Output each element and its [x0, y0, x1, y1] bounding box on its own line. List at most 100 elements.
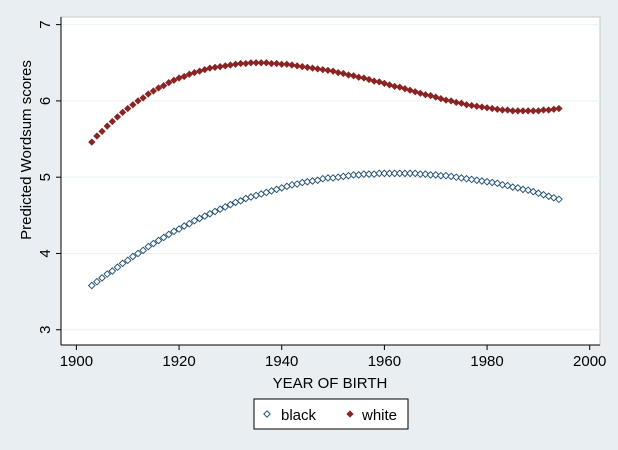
data-point-black	[195, 214, 204, 223]
data-point-black	[365, 170, 373, 178]
data-point-black	[472, 176, 481, 185]
data-point-black	[549, 193, 558, 202]
data-point-black	[390, 169, 399, 178]
y-tick-label: 4	[37, 249, 54, 257]
data-point-white	[401, 85, 409, 93]
data-point-white	[257, 59, 265, 67]
data-point-white	[303, 63, 312, 71]
data-point-white	[293, 62, 301, 70]
data-point-black	[159, 233, 168, 242]
data-point-black	[129, 252, 137, 261]
data-point-white	[514, 107, 522, 115]
data-point-black	[170, 227, 178, 236]
data-point-black	[385, 169, 394, 178]
data-point-black	[529, 187, 538, 196]
data-point-black	[190, 216, 199, 225]
data-point-black	[447, 172, 455, 181]
data-point-black	[180, 222, 189, 230]
data-point-black	[113, 263, 122, 272]
data-point-white	[267, 59, 276, 68]
x-axis-title: YEAR OF BIRTH	[273, 375, 388, 392]
data-point-black	[478, 177, 486, 185]
series-white	[88, 59, 563, 146]
data-point-white	[334, 69, 342, 77]
data-point-white	[88, 138, 96, 146]
data-point-white	[103, 122, 111, 130]
data-point-white	[498, 106, 507, 114]
data-point-black	[175, 225, 183, 233]
data-point-black	[508, 183, 517, 191]
data-point-white	[113, 113, 122, 121]
data-point-white	[93, 132, 101, 140]
x-tick-label: 1920	[162, 353, 195, 370]
data-point-white	[370, 77, 378, 85]
legend-label-white: white	[361, 407, 397, 424]
data-point-black	[324, 174, 332, 182]
data-point-black	[534, 189, 543, 198]
data-point-white	[124, 104, 132, 113]
data-point-white	[272, 59, 281, 68]
data-point-black	[431, 171, 440, 179]
data-point-white	[247, 59, 255, 67]
legend-label-black: black	[281, 407, 317, 424]
y-tick-label: 7	[37, 20, 54, 28]
y-tick-label: 3	[37, 326, 54, 334]
axes	[56, 17, 600, 350]
data-point-white	[524, 107, 532, 115]
data-point-white	[98, 127, 106, 136]
data-point-black	[519, 185, 527, 194]
data-point-black	[380, 169, 389, 178]
data-point-white	[180, 72, 188, 81]
data-point-black	[483, 177, 491, 186]
data-point-black	[139, 246, 147, 255]
data-point-black	[103, 270, 112, 278]
data-point-black	[221, 203, 230, 211]
data-point-black	[93, 277, 101, 286]
data-point-white	[154, 84, 163, 92]
data-point-black	[200, 212, 209, 220]
legend-marker-white	[346, 410, 354, 418]
data-point-white	[483, 104, 491, 112]
data-point-white	[488, 104, 496, 113]
data-point-black	[118, 259, 127, 268]
data-point-white	[473, 102, 481, 110]
data-point-white	[396, 83, 404, 91]
data-point-black	[452, 173, 461, 182]
legend-box	[253, 398, 409, 430]
data-point-white	[529, 107, 537, 115]
data-point-white	[462, 101, 471, 109]
data-point-black	[149, 239, 158, 248]
data-point-white	[355, 73, 363, 81]
data-point-black	[462, 174, 471, 183]
data-point-white	[278, 60, 286, 68]
data-point-black	[360, 170, 368, 178]
data-point-white	[421, 91, 430, 99]
data-point-white	[237, 59, 245, 68]
data-point-white	[319, 66, 327, 74]
data-point-black	[154, 236, 163, 245]
x-tick-label: 1980	[470, 353, 503, 370]
data-point-black	[236, 196, 245, 205]
data-point-white	[118, 108, 127, 116]
data-point-black	[98, 274, 106, 282]
data-point-black	[395, 169, 404, 178]
data-point-black	[185, 219, 194, 228]
y-tick-label: 6	[37, 97, 54, 105]
data-point-white	[144, 90, 152, 98]
data-point-white	[442, 96, 450, 104]
data-point-white	[262, 59, 270, 67]
data-point-black	[211, 207, 219, 216]
data-point-white	[165, 78, 173, 87]
data-point-white	[308, 64, 317, 72]
data-point-white	[170, 76, 178, 84]
data-point-white	[452, 98, 460, 107]
y-axis-title: Predicted Wordsum scores	[18, 60, 35, 240]
data-point-white	[344, 71, 353, 79]
data-point-black	[437, 171, 445, 180]
data-point-black	[426, 171, 435, 179]
data-point-white	[539, 106, 548, 114]
x-tick-label: 1940	[265, 353, 298, 370]
data-point-white	[503, 106, 512, 114]
data-point-white	[288, 61, 296, 69]
